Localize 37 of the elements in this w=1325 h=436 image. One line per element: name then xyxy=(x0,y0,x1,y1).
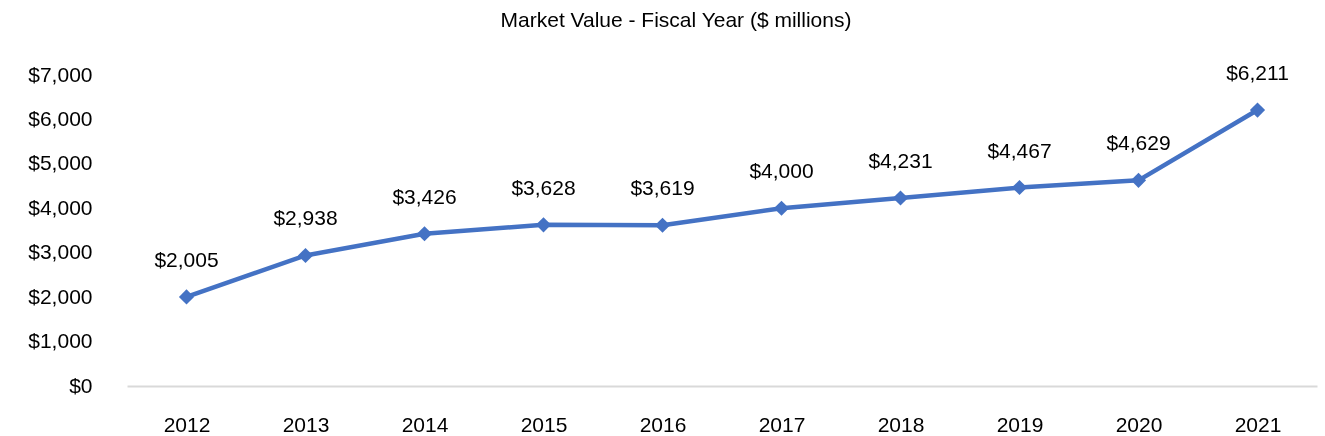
x-tick-label: 2018 xyxy=(877,412,925,436)
point xyxy=(1011,179,1028,196)
data-label: $4,000 xyxy=(749,159,814,183)
data-label: $3,628 xyxy=(511,175,576,199)
y-tick-label: $2,000 xyxy=(28,284,93,308)
x-tick-label: 2014 xyxy=(401,412,449,436)
point xyxy=(416,226,433,242)
point xyxy=(1130,172,1147,188)
point xyxy=(773,200,790,216)
data-label: $4,467 xyxy=(987,138,1052,162)
y-tick-label: $3,000 xyxy=(28,240,93,264)
point xyxy=(1249,102,1266,118)
data-label: $2,005 xyxy=(154,247,219,271)
y-tick-label: $4,000 xyxy=(28,195,93,219)
data-label: $2,938 xyxy=(273,206,338,230)
x-tick-label: 2020 xyxy=(1115,412,1163,436)
data-label: $4,629 xyxy=(1106,131,1171,155)
data-label: $3,619 xyxy=(630,176,695,200)
x-tick-label: 2013 xyxy=(282,412,330,436)
x-tick-label: 2016 xyxy=(639,412,687,436)
chart-title: Market Value - Fiscal Year ($ millions) xyxy=(500,8,852,32)
y-tick-label: $6,000 xyxy=(28,106,93,130)
x-tick-label: 2015 xyxy=(520,412,568,436)
y-tick-label: $5,000 xyxy=(28,151,93,175)
data-label: $4,231 xyxy=(868,149,933,173)
point xyxy=(178,289,195,305)
x-tick-label: 2017 xyxy=(758,412,806,436)
x-tick-label: 2019 xyxy=(996,412,1044,436)
x-tick-label: 2021 xyxy=(1234,412,1282,436)
point xyxy=(297,247,314,264)
y-tick-label: $1,000 xyxy=(28,329,93,353)
x-tick-label: 2012 xyxy=(163,412,211,436)
y-tick-label: $0 xyxy=(69,373,93,397)
data-label: $3,426 xyxy=(392,184,457,208)
point xyxy=(892,190,909,206)
data-label: $6,211 xyxy=(1226,61,1289,85)
y-tick-label: $7,000 xyxy=(28,62,93,86)
